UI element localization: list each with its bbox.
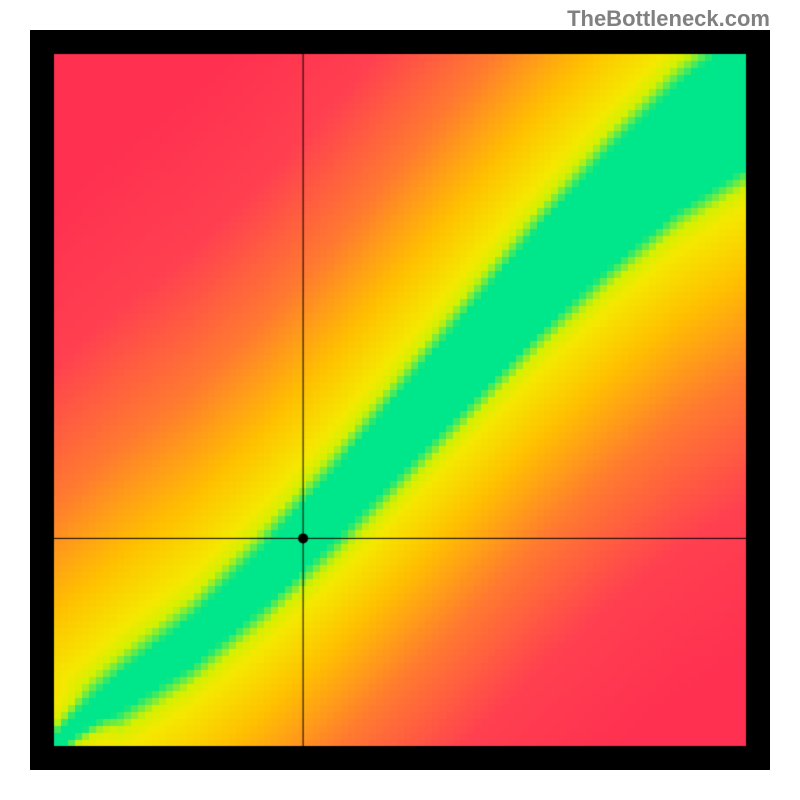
bottleneck-heatmap-chart	[30, 30, 770, 770]
watermark-text: TheBottleneck.com	[567, 6, 770, 32]
heatmap-canvas	[30, 30, 770, 770]
